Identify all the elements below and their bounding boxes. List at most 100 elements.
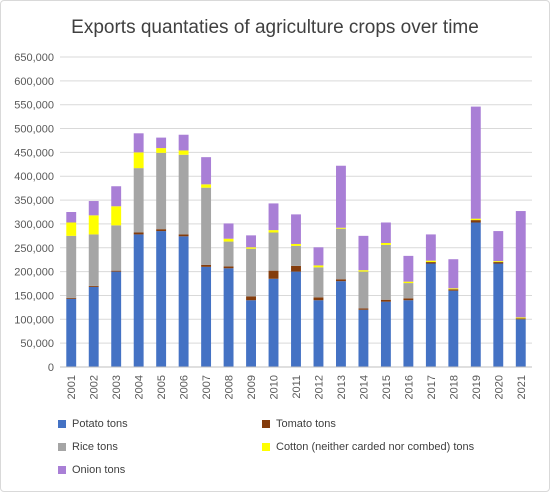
bar-cotton-2011 <box>291 243 301 246</box>
x-tick-label: 2012 <box>313 375 325 399</box>
x-tick-label: 2019 <box>471 375 483 399</box>
bar-tomato-2017 <box>425 262 436 264</box>
bar-tomato-2021 <box>515 318 526 320</box>
bar-potato-2002 <box>88 286 99 367</box>
legend-swatch <box>58 420 66 428</box>
bar-rice-2004 <box>133 168 144 233</box>
bar-potato-2014 <box>358 309 369 367</box>
bar-onion-2006 <box>178 134 189 151</box>
bar-cotton-2015 <box>380 243 391 245</box>
bar-rice-2016 <box>403 283 414 299</box>
bar-tomato-2018 <box>448 289 459 291</box>
x-tick-label: 2014 <box>358 375 370 399</box>
bar-tomato-2019 <box>470 220 481 223</box>
bar-tomato-2007 <box>201 264 212 267</box>
y-tick-label: 50,000 <box>20 338 54 350</box>
bar-tomato-2011 <box>291 265 301 272</box>
bar-onion-2017 <box>425 234 436 261</box>
x-tick-label: 2010 <box>269 375 281 399</box>
x-tick-label: 2017 <box>426 375 438 399</box>
bar-cotton-2005 <box>156 148 167 153</box>
bar-rice-2013 <box>336 228 346 280</box>
x-tick-label: 2002 <box>89 375 101 399</box>
bar-rice-2008 <box>223 241 234 267</box>
bar-onion-2004 <box>133 133 144 153</box>
bar-onion-2021 <box>515 211 526 318</box>
y-tick-label: 600,000 <box>14 76 54 88</box>
legend-item: Potato tons <box>58 418 128 430</box>
legend-item: Tomato tons <box>262 418 336 430</box>
x-tick-label: 2001 <box>66 375 78 399</box>
bar-potato-2015 <box>380 301 391 367</box>
x-tick-label: 2016 <box>403 375 415 399</box>
legend-swatch <box>262 420 270 428</box>
bar-cotton-2003 <box>111 206 122 226</box>
x-tick-label: 2021 <box>516 375 528 399</box>
bar-cotton-2013 <box>336 227 346 229</box>
bar-rice-2002 <box>88 234 99 286</box>
bar-potato-2016 <box>403 300 414 367</box>
bar-cotton-2004 <box>133 152 144 169</box>
bar-rice-2009 <box>246 248 256 297</box>
bar-potato-2007 <box>201 266 212 367</box>
x-tick-label: 2020 <box>493 375 505 399</box>
bar-potato-2018 <box>448 290 459 367</box>
x-tick-label: 2004 <box>134 375 146 399</box>
legend-label: Cotton (neither carded nor combed) tons <box>276 441 475 453</box>
y-tick-label: 550,000 <box>14 100 54 112</box>
bar-potato-2021 <box>515 319 526 367</box>
bar-potato-2011 <box>291 271 301 367</box>
y-tick-label: 200,000 <box>14 267 54 279</box>
bar-rice-2005 <box>156 152 167 230</box>
legend-item: Onion tons <box>58 464 125 476</box>
bar-tomato-2016 <box>403 298 414 301</box>
bar-tomato-2010 <box>268 270 279 279</box>
bar-cotton-2021 <box>515 317 526 319</box>
legend-item: Cotton (neither carded nor combed) tons <box>262 441 474 453</box>
legend-item: Rice tons <box>58 441 118 453</box>
chart-title: Exports quantaties of agriculture crops … <box>71 17 479 38</box>
bar-cotton-2010 <box>268 230 279 233</box>
bar-onion-2018 <box>448 259 459 289</box>
bar-onion-2020 <box>493 231 504 262</box>
x-tick-label: 2003 <box>111 375 123 399</box>
bar-tomato-2003 <box>111 270 122 272</box>
x-tick-label: 2008 <box>224 375 236 399</box>
bar-rice-2001 <box>66 235 77 298</box>
bar-onion-2014 <box>358 235 369 271</box>
bar-onion-2016 <box>403 255 414 282</box>
bar-potato-2001 <box>66 298 77 367</box>
bar-cotton-2008 <box>223 238 234 242</box>
y-tick-label: 250,000 <box>14 243 54 255</box>
bar-onion-2003 <box>111 186 122 207</box>
bar-potato-2013 <box>336 281 346 367</box>
bar-tomato-2013 <box>336 279 346 282</box>
bar-onion-2007 <box>201 157 212 185</box>
y-tick-label: 500,000 <box>14 124 54 136</box>
bar-tomato-2008 <box>223 266 234 269</box>
bar-onion-2012 <box>313 247 324 266</box>
bar-cotton-2006 <box>178 150 189 155</box>
bar-tomato-2014 <box>358 308 369 310</box>
bar-rice-2003 <box>111 225 122 271</box>
bar-onion-2005 <box>156 137 167 149</box>
bar-rice-2012 <box>313 267 324 298</box>
bar-cotton-2014 <box>358 270 369 272</box>
bar-tomato-2009 <box>246 296 256 301</box>
y-tick-label: 650,000 <box>14 52 54 64</box>
legend-label: Tomato tons <box>276 418 336 430</box>
bar-rice-2010 <box>268 232 279 271</box>
bar-potato-2004 <box>133 234 144 367</box>
bar-potato-2006 <box>178 236 189 367</box>
bar-cotton-2018 <box>448 288 459 290</box>
bar-cotton-2001 <box>66 222 77 236</box>
bar-potato-2012 <box>313 300 324 367</box>
y-tick-label: 150,000 <box>14 290 54 302</box>
bar-onion-2011 <box>291 214 301 244</box>
x-tick-label: 2009 <box>246 375 258 399</box>
bar-potato-2005 <box>156 231 167 367</box>
x-tick-label: 2006 <box>179 375 191 399</box>
legend-label: Rice tons <box>72 441 118 453</box>
bar-onion-2002 <box>88 201 99 216</box>
